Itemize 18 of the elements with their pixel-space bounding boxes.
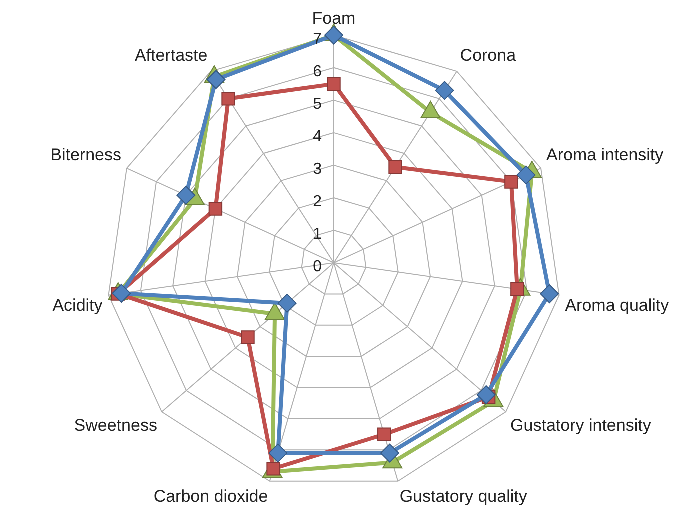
y-tick-label: 6: [313, 63, 322, 80]
y-tick-label: 1: [313, 226, 322, 243]
spoke-label: Aftertaste: [134, 46, 208, 65]
y-tick-label: 0: [313, 258, 322, 276]
spoke-label: Gustatory quality: [400, 487, 528, 506]
y-tick-label: 5: [313, 96, 322, 113]
spoke-label: Foam: [312, 8, 356, 28]
spoke-label: Carbon dioxide: [154, 487, 268, 506]
spoke-label: Gustatory intensity: [510, 416, 652, 435]
spoke-label: Corona: [460, 46, 517, 65]
y-tick-label: 2: [313, 193, 322, 210]
y-tick-label: 3: [313, 160, 322, 178]
y-tick-label: 4: [313, 128, 322, 146]
spoke-label: Biterness: [50, 145, 122, 164]
spoke-label: Sweetness: [74, 416, 158, 435]
spoke-label: Acidity: [52, 296, 104, 316]
spoke-label: Aroma quality: [565, 296, 670, 316]
spoke-label: Aroma intensity: [546, 145, 664, 164]
